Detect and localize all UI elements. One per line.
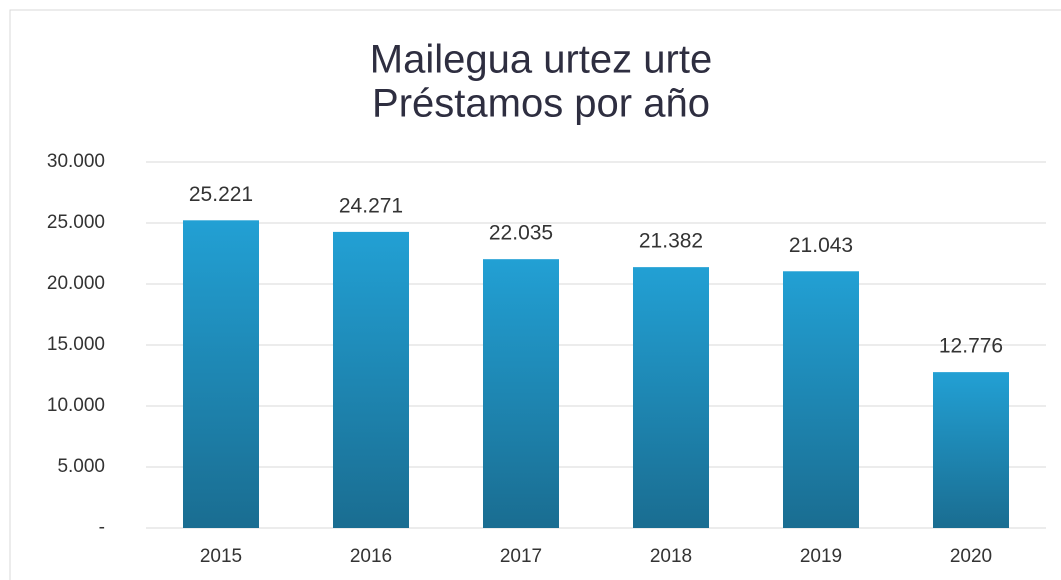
x-tick-label: 2018 [650, 546, 692, 567]
bar [783, 271, 859, 528]
y-tick-label: 15.000 [47, 334, 105, 355]
bar [483, 259, 559, 528]
data-label: 21.382 [639, 230, 703, 253]
chart-title: Mailegua urtez urte [370, 38, 712, 82]
x-tick-label: 2015 [200, 546, 242, 567]
data-label: 22.035 [489, 222, 553, 245]
data-label: 21.043 [789, 234, 853, 257]
x-tick-label: 2017 [500, 546, 542, 567]
chart-frame [9, 9, 1061, 580]
data-label: 24.271 [339, 194, 403, 217]
y-tick-label: 25.000 [47, 212, 105, 233]
y-tick-label: 10.000 [47, 395, 105, 416]
bar [633, 267, 709, 528]
y-tick-label: 30.000 [47, 151, 105, 172]
y-tick-label: - [99, 517, 105, 538]
x-tick-label: 2019 [800, 546, 842, 567]
bar [333, 231, 409, 528]
y-tick-label: 5.000 [57, 456, 105, 477]
bar [183, 220, 259, 528]
chart-title: Préstamos por año [372, 82, 710, 126]
bar [933, 372, 1009, 528]
y-tick-label: 20.000 [47, 273, 105, 294]
x-tick-label: 2016 [350, 546, 392, 567]
data-label: 25.221 [189, 183, 253, 206]
data-label: 12.776 [939, 335, 1003, 358]
x-tick-label: 2020 [950, 546, 992, 567]
